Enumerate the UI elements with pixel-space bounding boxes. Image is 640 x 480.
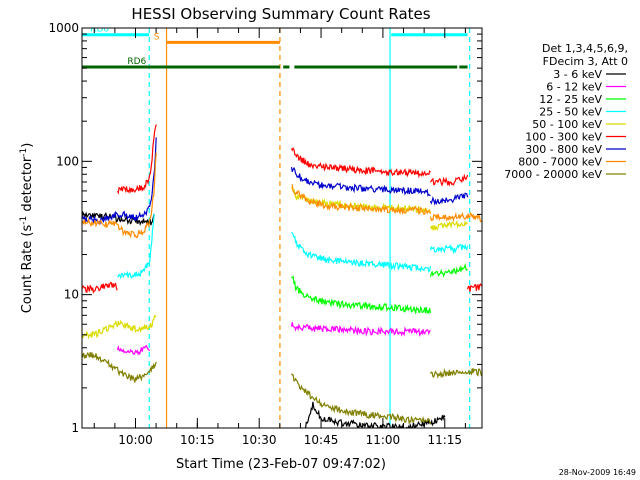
legend-label-5: 100 - 300 keV xyxy=(525,131,602,144)
series-line-5-1 xyxy=(116,124,157,195)
axis-ticks: 1 10 100 1000 10:00 10:15 10:30 10:45 11:00 11:15 xyxy=(48,21,482,447)
y-tick-label-1000: 1000 xyxy=(48,21,79,35)
series-line-4-2 xyxy=(429,219,468,232)
flag-label-rd0: RD0 xyxy=(90,25,109,35)
series-line-4-0 xyxy=(82,314,157,340)
legend-header-0: Det 1,3,4,5,6,9, xyxy=(542,42,628,55)
y-axis-label: Count Rate (s-1 detector-1) xyxy=(19,143,35,314)
legend-label-6: 300 - 800 keV xyxy=(525,143,602,156)
legend-header-1: FDecim 3, Att 0 xyxy=(543,55,628,68)
series-line-3-1 xyxy=(291,231,432,273)
series-line-5-0 xyxy=(82,282,118,294)
series-line-6-0 xyxy=(82,137,157,225)
legend-label-7: 800 - 7000 keV xyxy=(518,156,602,169)
legend-label-4: 50 - 100 keV xyxy=(532,118,602,131)
series-line-3-0 xyxy=(117,213,155,280)
legend-label-3: 25 - 50 keV xyxy=(539,106,602,119)
series-line-1-1 xyxy=(290,322,431,337)
series-line-0-0 xyxy=(82,210,155,227)
x-tick-label-11:15: 11:15 xyxy=(427,433,462,447)
series-line-5-3 xyxy=(430,173,469,187)
x-tick-label-10:45: 10:45 xyxy=(304,433,339,447)
x-tick-label-10:15: 10:15 xyxy=(180,433,215,447)
series-line-0-1 xyxy=(304,401,446,428)
x-axis-label: Start Time (23-Feb-07 09:47:02) xyxy=(176,457,386,472)
series-line-7-1 xyxy=(291,184,432,216)
series-line-7-2 xyxy=(429,211,482,223)
flag-label-rd6: RD6 xyxy=(127,57,146,67)
series-line-3-2 xyxy=(429,243,469,255)
x-tick-label-10:00: 10:00 xyxy=(118,433,153,447)
y-tick-label-100: 100 xyxy=(56,154,79,168)
flag-label-n: N xyxy=(157,20,164,30)
legend: Det 1,3,4,5,6,9,FDecim 3, Att 03 - 6 keV… xyxy=(504,42,628,181)
plot-frame xyxy=(81,27,483,429)
legend-label-1: 6 - 12 keV xyxy=(546,81,602,94)
series-line-6-1 xyxy=(290,166,431,197)
x-tick-label-10:30: 10:30 xyxy=(242,433,277,447)
series-line-5-4 xyxy=(467,282,482,292)
x-tick-label-11:00: 11:00 xyxy=(366,433,401,447)
y-tick-label-10: 10 xyxy=(64,288,79,302)
chart-title: HESSI Observing Summary Count Rates xyxy=(131,5,430,23)
series-line-2-0 xyxy=(291,275,432,315)
series-line-5-2 xyxy=(290,147,431,179)
series-line-2-1 xyxy=(429,262,468,278)
flag-label-s: S xyxy=(154,32,160,42)
plot-area: RD0 RD6 SN xyxy=(82,20,482,428)
series-line-8-2 xyxy=(429,367,482,379)
series-line-8-0 xyxy=(82,351,157,383)
legend-label-8: 7000 - 20000 keV xyxy=(504,168,602,181)
series-line-1-0 xyxy=(116,344,151,356)
series-line-8-1 xyxy=(290,373,432,425)
legend-label-0: 3 - 6 keV xyxy=(553,68,602,81)
series-line-7-0 xyxy=(82,152,157,239)
y-tick-label-1: 1 xyxy=(71,421,79,435)
legend-label-2: 12 - 25 keV xyxy=(539,93,602,106)
series-line-6-2 xyxy=(429,192,469,206)
footer-timestamp: 28-Nov-2009 16:49 xyxy=(559,468,636,477)
